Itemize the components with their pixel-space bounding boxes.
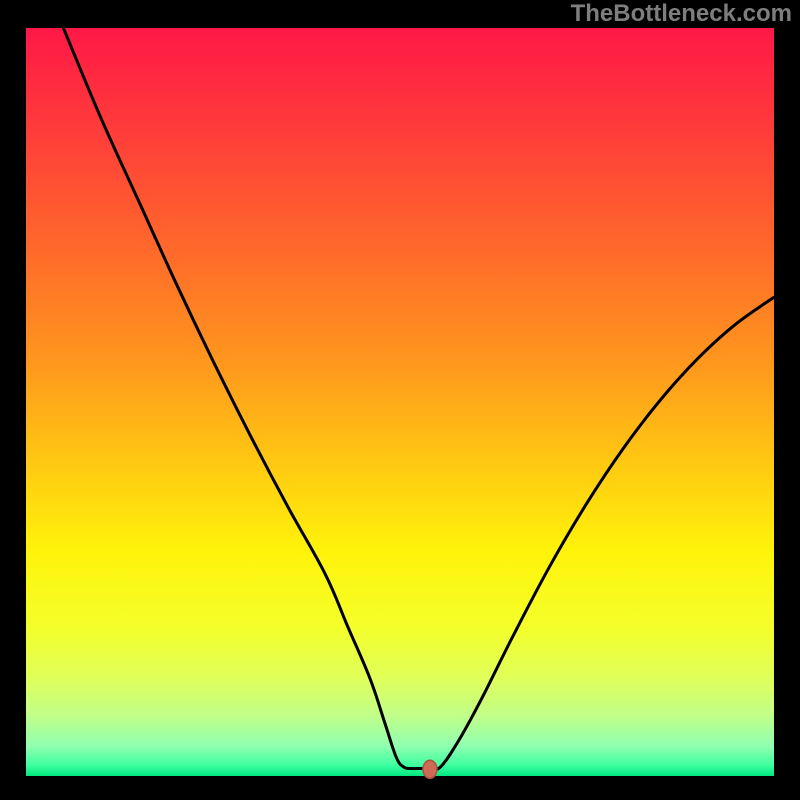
optimal-point-marker bbox=[423, 760, 437, 778]
watermark-text: TheBottleneck.com bbox=[571, 0, 792, 28]
chart-svg bbox=[0, 0, 800, 800]
plot-background bbox=[26, 28, 774, 776]
figure-root: { "watermark": { "text": "TheBottleneck.… bbox=[0, 0, 800, 800]
